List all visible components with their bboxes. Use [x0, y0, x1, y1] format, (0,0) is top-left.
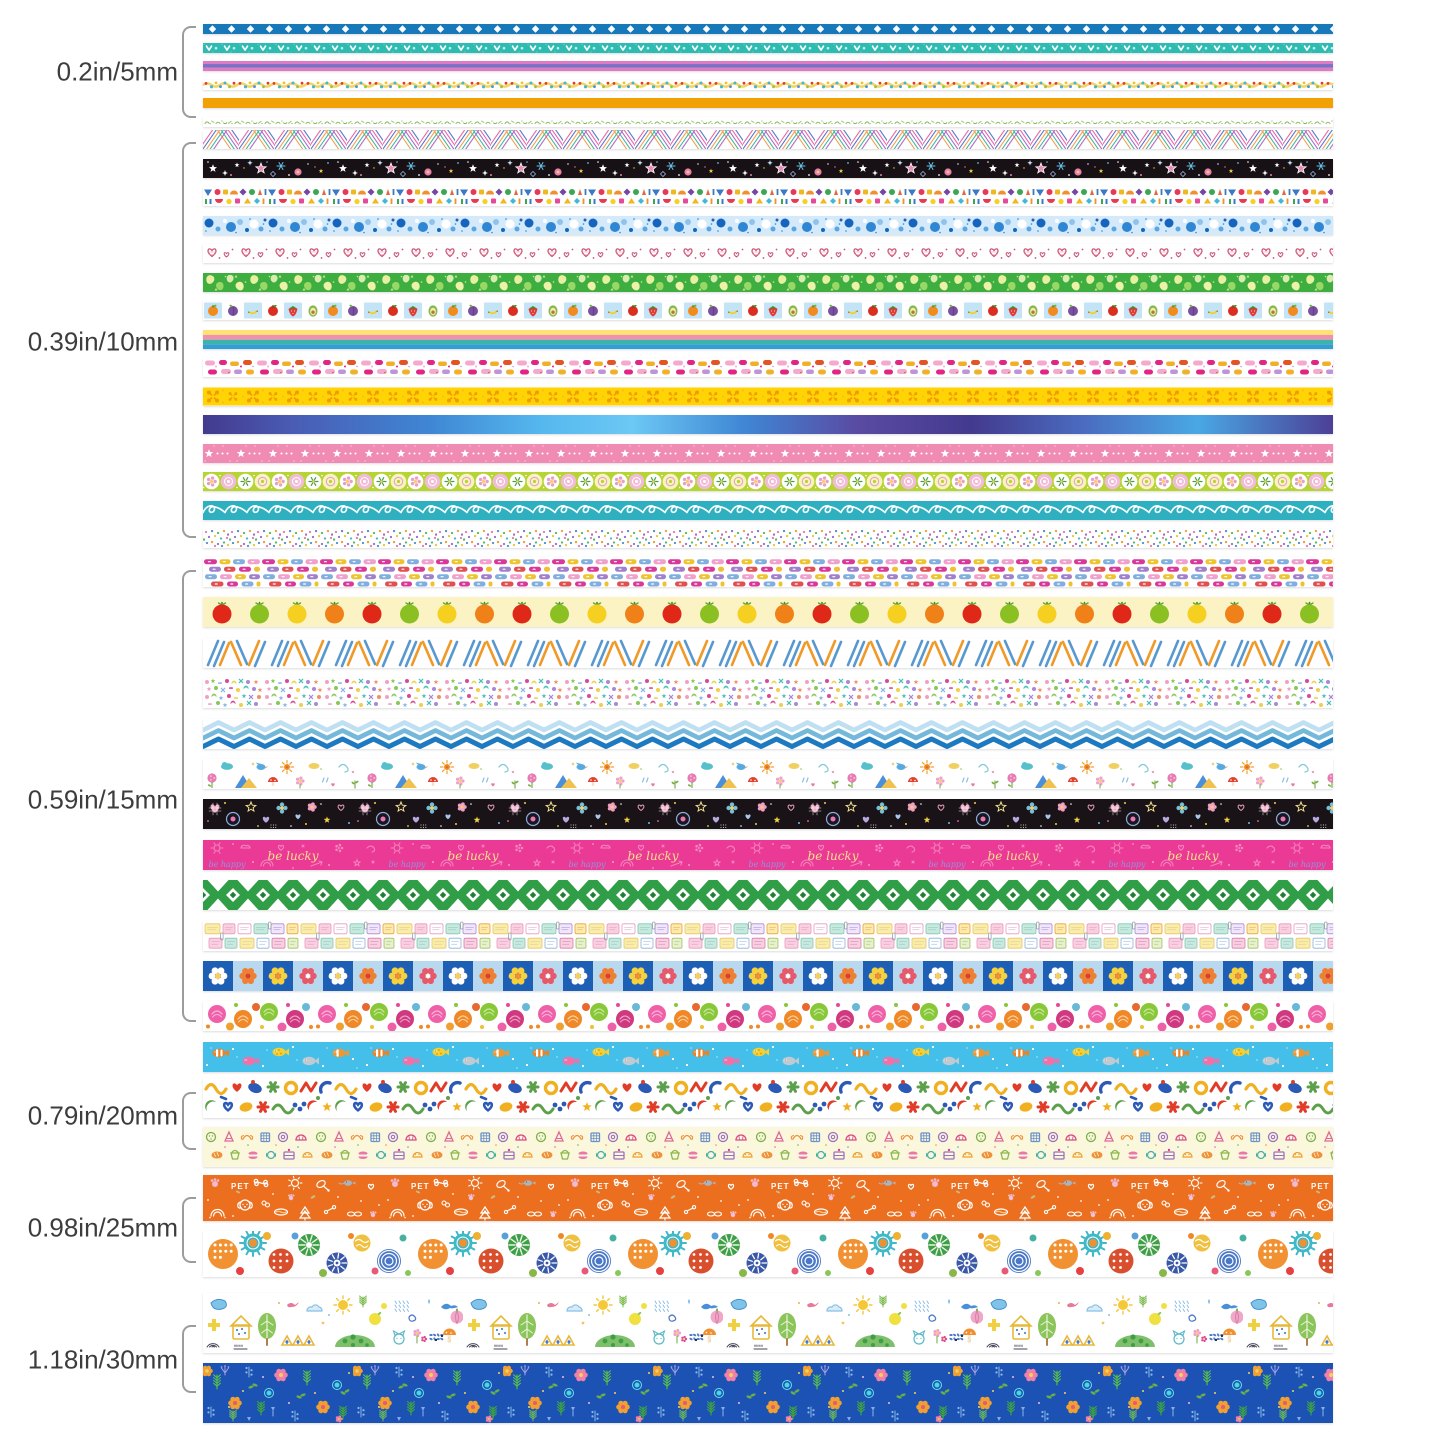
- size-bracket-25mm: [182, 1197, 196, 1263]
- tape-strip-teal-chevrons: [203, 42, 1333, 53]
- tape-strip-tomatoes: [203, 597, 1333, 628]
- tape-strip-pink-stars: [203, 443, 1333, 463]
- tape-strip-diagonal-weave: [203, 130, 1333, 149]
- tape-strip-crayon-diagonals: [203, 637, 1333, 668]
- tape-strip-fruit-tiles: [203, 301, 1333, 320]
- tape-strip-abstract-shapes: [203, 1078, 1333, 1118]
- tape-strip-blue-diamonds: [203, 24, 1333, 34]
- tape-strip-black-pastel-hearts: [203, 799, 1333, 830]
- tape-strip-orange-solid: [203, 98, 1333, 109]
- tape-strip-pink-hearts: [203, 244, 1333, 263]
- size-label-20mm: 0.79in/20mm: [27, 1100, 178, 1131]
- tape-strip-pink-blobs: [203, 358, 1333, 377]
- tape-strip-teal-loops: [203, 500, 1333, 520]
- size-label-15mm: 0.59in/15mm: [27, 784, 178, 815]
- tape-strip-garden-doodles: [203, 759, 1333, 789]
- size-bracket-30mm: [182, 1325, 196, 1393]
- tape-strip-flower-checkerboard: [203, 961, 1333, 991]
- tape-strip-crayon-dots: [203, 1001, 1333, 1032]
- tape-strip-pet-doodles: PET: [203, 1175, 1333, 1221]
- tape-strip-green-medallions: [203, 472, 1333, 491]
- size-label-5mm: 0.2in/5mm: [56, 56, 178, 87]
- size-bracket-15mm: [182, 570, 196, 1022]
- tape-strip-black-sparkle-stars: [203, 158, 1333, 178]
- tape-strip-green-pears: [203, 272, 1333, 292]
- tape-strip-color-dashes: [203, 557, 1333, 587]
- size-bracket-10mm: [182, 142, 196, 538]
- tape-strip-gold-damask: [203, 386, 1333, 406]
- size-bracket-20mm: [182, 1092, 196, 1150]
- tape-strip-pink-purple-stripe: [203, 61, 1333, 72]
- tape-strip-rainbow-stripes: [203, 329, 1333, 349]
- tape-strip-nature-doodles: tttttttt: [203, 1293, 1333, 1353]
- size-bracket-5mm: [182, 26, 196, 118]
- tape-strip-textured-circles: [203, 1230, 1333, 1277]
- tape-strip-tropical-fish: [203, 1041, 1333, 1072]
- tape-strip-galaxy-gradient: [203, 415, 1333, 434]
- size-label-10mm: 0.39in/10mm: [27, 326, 178, 357]
- tape-strip-green-sprigs: [203, 117, 1333, 127]
- tape-strip-confetti-dots: [203, 529, 1333, 548]
- tape-strip-pastel-confetti: [203, 678, 1333, 709]
- tape-strip-green-lattice: [203, 880, 1333, 911]
- tape-strip-navy-floral: [203, 1363, 1333, 1423]
- size-label-30mm: 1.18in/30mm: [27, 1344, 178, 1375]
- tape-strip-stationery-notes: [203, 920, 1333, 951]
- size-label-25mm: 0.98in/25mm: [27, 1212, 178, 1243]
- tape-strip-blue-dots: [203, 215, 1333, 235]
- tape-strip-geometric-confetti: [203, 187, 1333, 206]
- tape-strip-be-lucky-pink: be luckybe happy: [203, 839, 1333, 870]
- tape-strip-dessert-doodles: [203, 1127, 1333, 1167]
- tape-strip-dot-garland: [203, 79, 1333, 90]
- tape-strip-blue-zigzag: [203, 718, 1333, 749]
